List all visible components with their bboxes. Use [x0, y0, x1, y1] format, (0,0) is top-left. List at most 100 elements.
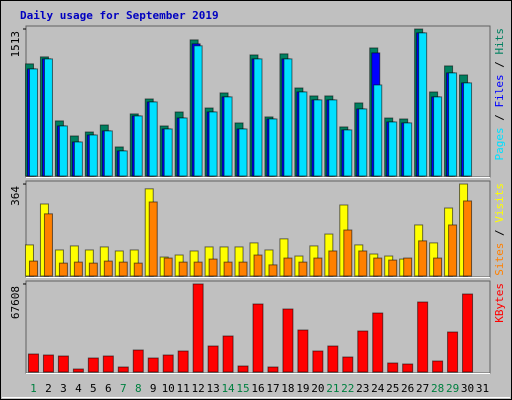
chart-title: Daily usage for September 2019	[20, 9, 219, 22]
legend-entry: Sites	[493, 243, 506, 276]
bar	[148, 101, 158, 177]
bar	[73, 261, 83, 277]
x-tick-label: 7	[120, 382, 127, 395]
bar	[268, 264, 278, 277]
bar	[117, 366, 129, 373]
bar	[178, 117, 188, 177]
bar	[133, 262, 143, 277]
x-tick-label: 26	[401, 382, 414, 395]
bar	[193, 261, 203, 277]
bar	[103, 260, 113, 277]
bar	[343, 129, 353, 177]
bar	[433, 257, 443, 277]
x-tick-label: 1	[30, 382, 37, 395]
x-tick-label: 29	[446, 382, 459, 395]
x-tick-label: 10	[162, 382, 175, 395]
bar	[343, 229, 353, 277]
x-tick-label: 14	[221, 382, 235, 395]
bar	[177, 350, 189, 373]
x-tick-label: 25	[386, 382, 399, 395]
bar	[328, 99, 338, 177]
x-tick-label: 5	[90, 382, 97, 395]
bar	[103, 130, 113, 177]
bar	[102, 355, 114, 373]
bar	[222, 335, 234, 373]
bar	[148, 201, 158, 277]
bar	[357, 330, 369, 373]
bar	[312, 350, 324, 373]
bar	[147, 357, 159, 373]
bar	[448, 224, 458, 277]
bar	[297, 329, 309, 373]
bar	[298, 91, 308, 177]
x-tick-label: 15	[236, 382, 249, 395]
bar	[163, 128, 173, 177]
bar	[238, 261, 248, 277]
bar	[28, 260, 38, 277]
bar	[223, 96, 233, 177]
x-tick-label: 11	[177, 382, 190, 395]
x-tick-label: 18	[281, 382, 294, 395]
x-tick-label: 6	[105, 382, 112, 395]
x-tick-label: 20	[311, 382, 324, 395]
bar	[253, 254, 263, 277]
legend: Sites / Visits	[493, 183, 506, 276]
bar	[313, 99, 323, 177]
bar	[192, 283, 204, 373]
bar	[327, 345, 339, 373]
legend-entry: Hits	[493, 28, 506, 55]
bar	[388, 259, 398, 277]
bar	[178, 261, 188, 277]
bar	[358, 250, 368, 277]
bar	[432, 360, 444, 373]
bar	[238, 128, 248, 177]
bar	[57, 355, 69, 373]
bar	[387, 362, 399, 373]
bar	[208, 258, 218, 277]
legend: KBytes	[493, 283, 506, 323]
bar	[462, 293, 474, 373]
bar	[283, 58, 293, 177]
bar	[403, 122, 413, 177]
legend-separator: /	[493, 223, 506, 243]
bar	[42, 354, 54, 373]
bar	[282, 308, 294, 373]
bar	[87, 357, 99, 373]
legend-entry: KBytes	[493, 283, 506, 323]
bar	[283, 257, 293, 277]
x-tick-label: 24	[371, 382, 385, 395]
bar	[223, 261, 233, 277]
legend-separator: /	[493, 108, 506, 128]
bar	[328, 250, 338, 277]
bar	[298, 261, 308, 277]
x-tick-label: 19	[296, 382, 309, 395]
y-tick-label: 364	[9, 186, 22, 206]
bar	[388, 121, 398, 177]
bar	[463, 82, 473, 177]
bar	[27, 353, 39, 373]
bar	[373, 257, 383, 277]
bar	[73, 141, 83, 177]
bar	[433, 96, 443, 177]
x-tick-label: 13	[206, 382, 219, 395]
bar	[373, 84, 383, 177]
x-tick-label: 2	[45, 382, 52, 395]
bar	[358, 108, 368, 177]
x-tick-label: 30	[461, 382, 474, 395]
x-tick-label: 12	[192, 382, 205, 395]
x-tick-label: 23	[356, 382, 369, 395]
bar	[118, 150, 128, 177]
bar	[43, 58, 53, 177]
bar	[72, 368, 84, 373]
bar	[118, 261, 128, 277]
bar	[133, 115, 143, 177]
legend-entry: Visits	[493, 183, 506, 223]
bar	[88, 134, 98, 177]
bar	[267, 366, 279, 373]
bar	[403, 257, 413, 277]
x-tick-label: 8	[135, 382, 142, 395]
bar	[418, 240, 428, 277]
bar	[28, 68, 38, 177]
bar	[58, 125, 68, 177]
